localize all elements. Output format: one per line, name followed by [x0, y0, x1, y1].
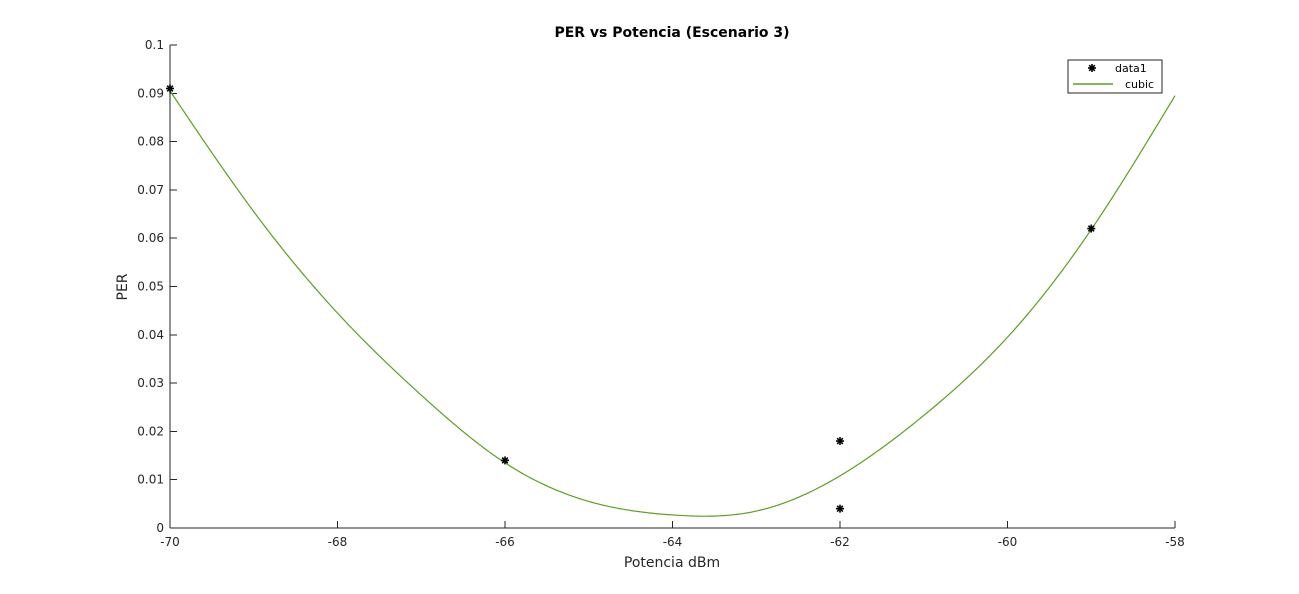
x-tick-label: -58 [1165, 535, 1185, 549]
data-point [1087, 224, 1096, 233]
y-axis-label: PER [115, 273, 131, 300]
legend: data1 cubic [1067, 59, 1163, 94]
y-tick-label: 0.07 [137, 183, 164, 197]
x-tick-label: -60 [998, 535, 1018, 549]
x-tick-label: -62 [830, 535, 850, 549]
data-point [836, 504, 844, 513]
x-tick-label: -66 [495, 535, 515, 549]
data-points [166, 84, 1096, 513]
x-tick-label: -64 [663, 535, 683, 549]
legend-label-data1: data1 [1115, 62, 1147, 75]
x-tick-label: -70 [160, 535, 180, 549]
y-ticks: 0 0.01 0.02 0.03 0.04 0.05 0.06 0.07 0.08 0.09 0.1 [137, 38, 177, 535]
legend-label-cubic: cubic [1125, 78, 1154, 91]
y-tick-label: 0.01 [137, 473, 164, 487]
y-tick-label: 0.04 [137, 328, 164, 342]
legend-asterisk [1088, 64, 1096, 72]
legend-marker-data1 [1088, 64, 1096, 72]
y-tick-label: 0.09 [137, 86, 164, 100]
y-tick-label: 0.03 [137, 376, 164, 390]
chart-title: PER vs Potencia (Escenario 3) [554, 25, 789, 41]
x-tick-label: -68 [328, 535, 348, 549]
x-axis-label: Potencia dBm [624, 555, 720, 571]
y-tick-label: 0.1 [145, 38, 164, 52]
axes: 0 0.01 0.02 0.03 0.04 0.05 0.06 0.07 0.08 0.09 0.1… [137, 38, 1185, 549]
y-tick-label: 0.06 [137, 231, 164, 245]
plot-area [166, 84, 1176, 517]
series-line-cubic [169, 90, 1176, 517]
y-tick-label: 0.02 [137, 424, 164, 438]
legend-box [1067, 59, 1163, 94]
y-tick-label: 0.08 [137, 135, 164, 149]
y-tick-label: 0.05 [137, 280, 164, 294]
data-point [166, 84, 174, 93]
y-tick-label: 0 [156, 521, 164, 535]
data-point [501, 456, 509, 465]
x-ticks: -70 -68 -66 -64 -62 -60 -58 [160, 521, 1185, 549]
data-point [836, 437, 844, 446]
